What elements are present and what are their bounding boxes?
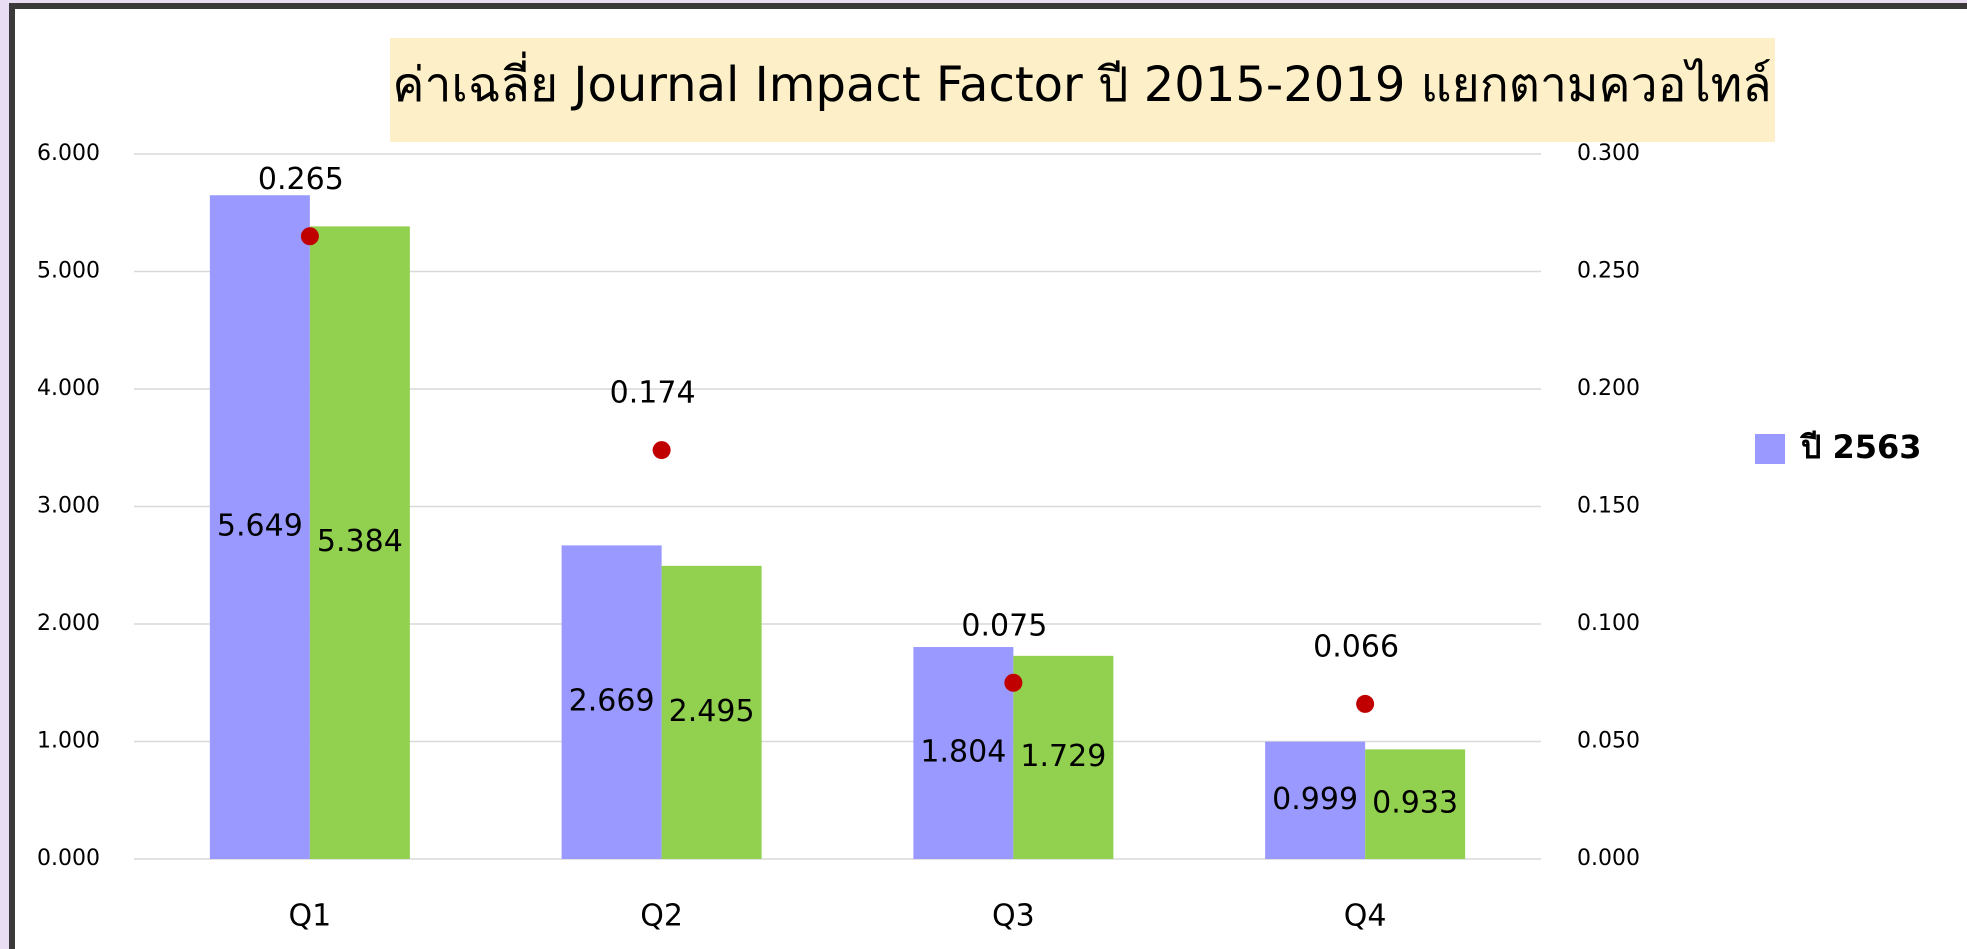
chart-title: ค่าเฉลี่ย Journal Impact Factor ปี 2015-… [392,51,1771,113]
y2-tick-label: 0.150 [1577,494,1640,519]
data-label: 0.066 [1313,629,1399,664]
x-tick-label: Q2 [640,899,683,934]
data-label: 1.729 [1020,739,1106,774]
y-tick-label: 6.000 [37,141,100,166]
y-tick-label: 2.000 [37,611,100,636]
bar [661,565,762,859]
data-label: 5.384 [317,524,403,559]
data-label: 5.649 [217,509,303,544]
data-label: 2.669 [569,684,655,719]
y2-tick-label: 0.100 [1577,611,1640,636]
y2-tick-label: 0.200 [1577,376,1640,401]
data-label: 0.933 [1372,786,1458,821]
bar [1013,655,1114,859]
y-tick-label: 4.000 [37,376,100,401]
y2-tick-label: 0.050 [1577,729,1640,754]
legend-label: ปี 2563 [1799,428,1921,466]
data-label: 0.265 [258,162,344,197]
dot [300,227,319,246]
y-tick-label: 1.000 [37,729,100,754]
y2-tick-label: 0.000 [1577,846,1640,871]
data-label: 0.174 [610,376,696,411]
bar [1365,749,1466,859]
y-tick-label: 5.000 [37,259,100,284]
dot [652,441,671,460]
y2-tick-label: 0.250 [1577,259,1640,284]
dot [1356,694,1375,713]
data-label: 2.495 [669,694,755,729]
y-tick-label: 3.000 [37,494,100,519]
title-box [390,38,1775,142]
bar [1265,741,1366,859]
bar [561,545,662,859]
data-label: 1.804 [920,735,1006,770]
bar [209,195,310,859]
legend-swatch [1755,434,1785,464]
x-tick-label: Q1 [289,899,332,934]
dot [1004,673,1023,692]
y2-tick-label: 0.300 [1577,141,1640,166]
bar [309,226,410,859]
y-tick-label: 0.000 [37,846,100,871]
data-label: 0.999 [1272,782,1358,817]
bar [913,647,1014,859]
x-tick-label: Q4 [1344,899,1387,934]
data-label: 0.075 [961,608,1047,643]
x-tick-label: Q3 [992,899,1035,934]
